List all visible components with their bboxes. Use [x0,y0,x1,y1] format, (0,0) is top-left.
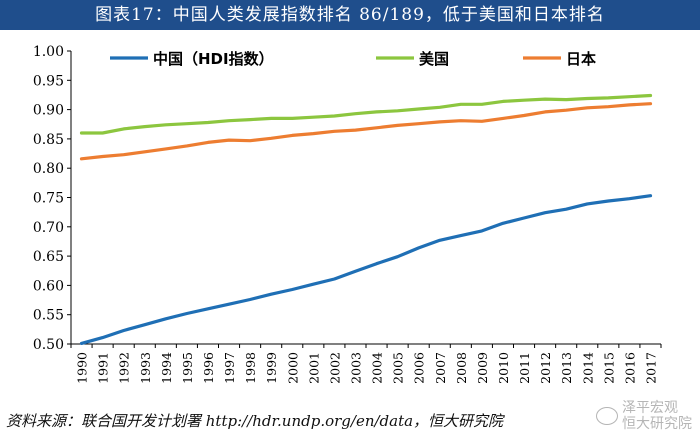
wechat-icon [596,407,618,425]
x-tick-label: 1992 [117,352,132,384]
x-tick-label: 2013 [559,352,574,384]
y-tick-label: 0.80 [33,161,64,177]
x-tick-label: 1997 [222,352,237,384]
legend-label: 日本 [566,50,596,68]
watermark: 泽平宏观 恒大研究院 [596,400,692,432]
y-tick-label: 0.50 [33,337,64,353]
x-tick-label: 2005 [391,352,406,384]
x-tick-label: 1998 [243,352,258,384]
x-tick-label: 2017 [643,352,658,384]
watermark-line1: 泽平宏观 [622,400,678,416]
y-tick-label: 0.75 [33,191,64,207]
watermark-line2: 恒大研究院 [622,416,692,432]
x-tick-label: 1994 [159,352,174,384]
y-axis: 0.50 0.55 0.60 0.65 0.70 0.75 0.80 0.85 0.90 0.95… [33,44,72,353]
x-tick-label: 2012 [538,352,553,384]
y-tick-label: 0.55 [33,308,64,324]
y-tick-label: 0.70 [33,220,64,236]
legend-label: 中国（HDI指数） [153,50,274,68]
series-line-0 [79,194,653,345]
x-tick-label: 2001 [306,352,321,384]
series-line-1 [79,93,653,135]
x-tick-label: 2004 [370,352,385,384]
y-tick-label: 0.60 [33,278,64,294]
x-tick-label: 2006 [412,352,427,384]
x-tick-label: 2000 [285,352,300,384]
x-tick-label: 2009 [475,352,490,384]
x-tick-label: 1996 [201,352,216,384]
x-tick-label: 1990 [75,352,90,384]
x-tick-label: 2007 [433,352,448,384]
x-tick-label: 2008 [454,352,469,384]
legend: 中国（HDI指数） 美国 日本 [110,50,596,68]
x-tick-label: 1999 [264,352,279,384]
chart-title: 图表17：中国人类发展指数排名 86/189，低于美国和日本排名 [0,0,700,30]
x-tick-label: 2011 [517,352,532,384]
y-tick-label: 0.95 [33,73,64,89]
y-tick-label: 0.85 [33,132,64,148]
x-tick-label: 1991 [96,352,111,384]
y-tick-label: 0.65 [33,249,64,265]
x-tick-label: 2010 [496,352,511,384]
watermark-text: 泽平宏观 恒大研究院 [622,400,692,432]
x-tick-label: 2003 [348,352,363,384]
y-tick-label: 1.00 [33,44,64,60]
x-tick-label: 2002 [327,352,342,384]
series-layer [79,93,653,345]
line-chart: 0.50 0.55 0.60 0.65 0.70 0.75 0.80 0.85 0.90 0.95… [33,44,662,384]
x-axis: 1990 1991 1992 1993 1994 1995 1996 1997 1998 1999… [70,343,662,384]
x-tick-label: 1993 [138,352,153,384]
x-tick-label: 2016 [622,352,637,384]
series-line-2 [79,102,653,161]
legend-label: 美国 [419,50,449,68]
y-tick-label: 0.90 [33,103,64,119]
x-tick-label: 1995 [180,352,195,384]
x-tick-label: 2015 [601,352,616,384]
source-note: 资料来源：联合国开发计划署 http://hdr.undp.org/en/dat… [6,412,504,430]
x-tick-label: 2014 [580,352,595,384]
